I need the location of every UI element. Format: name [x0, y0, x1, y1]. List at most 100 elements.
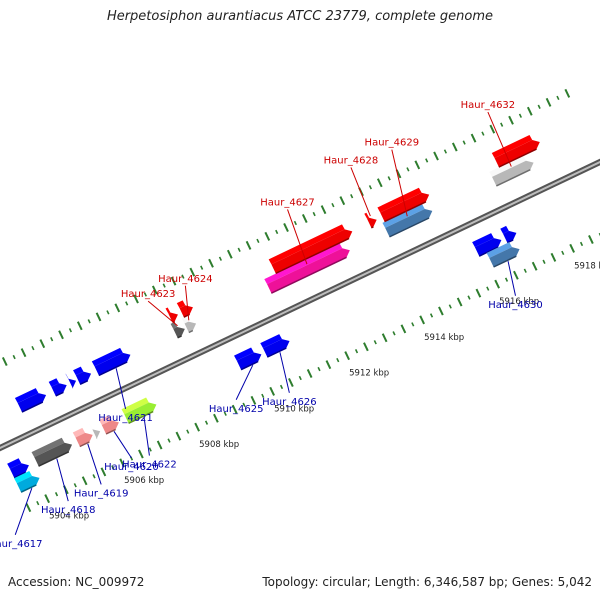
- gene-label[interactable]: Haur_4618: [41, 505, 96, 516]
- gene-arrow-body: [101, 420, 119, 434]
- gene-arrow[interactable]: [72, 427, 93, 448]
- gene-arrow-edge: [275, 237, 350, 275]
- minor-tick: [368, 185, 373, 190]
- gene-arrow[interactable]: [486, 242, 520, 268]
- gene-arrow[interactable]: [73, 366, 92, 386]
- gene-label[interactable]: Haur_4621: [98, 413, 153, 424]
- major-tick: [25, 503, 32, 513]
- label-leader: [235, 364, 254, 400]
- gene-arrow-edge: [188, 329, 194, 334]
- gene-label[interactable]: Haur_4620: [104, 462, 159, 473]
- minor-tick: [31, 345, 35, 351]
- major-tick: [301, 214, 308, 224]
- gene-arrow[interactable]: [268, 224, 353, 275]
- gene-arrow[interactable]: [489, 155, 534, 187]
- gene-arrow[interactable]: [491, 135, 540, 168]
- gene-features: [7, 135, 540, 493]
- gene-arrow-top: [364, 212, 370, 219]
- gene-arrow-edge: [128, 410, 154, 424]
- major-tick: [400, 324, 407, 334]
- minor-tick: [148, 447, 152, 452]
- gene-arrow-edge: [55, 391, 64, 397]
- minor-tick: [425, 158, 429, 163]
- gene-label[interactable]: Haur_4619: [74, 488, 129, 499]
- gene-arrow[interactable]: [260, 334, 290, 358]
- major-tick: [564, 88, 571, 98]
- gene-label[interactable]: Haur_4622: [122, 460, 177, 471]
- minor-tick: [411, 322, 415, 327]
- major-tick: [95, 312, 102, 322]
- major-tick: [283, 222, 289, 232]
- major-tick: [550, 252, 557, 262]
- gene-arrow[interactable]: [121, 397, 157, 424]
- minor-tick: [162, 283, 166, 288]
- gene-arrow[interactable]: [364, 212, 377, 229]
- major-tick: [470, 133, 477, 143]
- minor-tick: [467, 295, 471, 300]
- minor-tick: [387, 176, 391, 181]
- major-tick: [325, 360, 332, 370]
- gene-arrow[interactable]: [65, 373, 77, 389]
- backbone-highlight: [0, 160, 600, 450]
- minor-tick: [111, 465, 115, 470]
- minor-tick: [500, 122, 504, 127]
- kbp-label: 5910 kbp: [274, 404, 314, 414]
- gene-label[interactable]: Haur_4626: [262, 397, 317, 408]
- major-tick: [39, 339, 46, 349]
- gene-arrow[interactable]: [89, 424, 101, 440]
- gene-label[interactable]: Haur_4617: [0, 539, 43, 550]
- gene-arrow-body: [34, 442, 73, 467]
- gene-arrow[interactable]: [14, 470, 40, 493]
- minor-tick: [279, 384, 284, 390]
- gene-arrow-body: [9, 463, 29, 478]
- gene-arrow-edge: [98, 361, 128, 377]
- minor-tick: [331, 202, 335, 208]
- gene-label[interactable]: Haur_4630: [488, 300, 543, 311]
- major-tick: [208, 258, 214, 268]
- gene-arrow-top: [31, 437, 65, 458]
- major-tick: [44, 494, 50, 504]
- major-tick: [245, 240, 252, 250]
- gene-label[interactable]: Haur_4627: [260, 197, 315, 208]
- gene-label[interactable]: Haur_4632: [461, 100, 516, 111]
- label-leaders: [14, 111, 516, 535]
- gene-arrow[interactable]: [264, 243, 350, 294]
- gene-arrow[interactable]: [99, 415, 119, 435]
- gene-arrow[interactable]: [382, 203, 433, 238]
- gene-arrow[interactable]: [31, 437, 73, 467]
- major-tick: [494, 279, 500, 289]
- major-tick: [376, 178, 383, 188]
- gene-label[interactable]: Haur_4624: [158, 274, 213, 285]
- gene-arrow[interactable]: [181, 316, 197, 334]
- gene-label[interactable]: Haur_4629: [365, 138, 420, 149]
- gene-arrow-top: [48, 378, 60, 387]
- major-tick: [306, 369, 313, 379]
- gene-label[interactable]: Haur_4625: [209, 404, 264, 415]
- major-tick: [588, 234, 594, 244]
- gene-arrow[interactable]: [176, 300, 193, 318]
- major-tick: [119, 458, 125, 468]
- gene-arrow-top: [14, 470, 32, 484]
- minor-tick: [50, 337, 54, 342]
- gene-arrow[interactable]: [170, 321, 185, 339]
- gene-arrow[interactable]: [91, 347, 131, 377]
- major-tick: [545, 97, 552, 107]
- gene-arrow[interactable]: [234, 347, 262, 371]
- minor-tick: [125, 301, 129, 306]
- minor-tick: [354, 349, 359, 354]
- gene-arrow[interactable]: [48, 378, 67, 397]
- gene-arrow[interactable]: [7, 458, 29, 479]
- gene-arrow-edge: [271, 256, 347, 294]
- gene-arrow-body: [271, 229, 353, 274]
- gene-label[interactable]: Haur_4623: [121, 289, 176, 300]
- gene-arrow-edge: [13, 471, 26, 479]
- gene-arrow[interactable]: [14, 388, 47, 413]
- major-tick: [339, 196, 346, 206]
- gene-label[interactable]: Haur_4628: [324, 155, 379, 166]
- minor-tick: [486, 286, 490, 291]
- gene-arrow[interactable]: [500, 225, 517, 244]
- major-tick: [526, 106, 533, 116]
- gene-arrow[interactable]: [472, 233, 502, 257]
- major-tick: [569, 243, 575, 253]
- gene-arrow-top: [268, 224, 345, 265]
